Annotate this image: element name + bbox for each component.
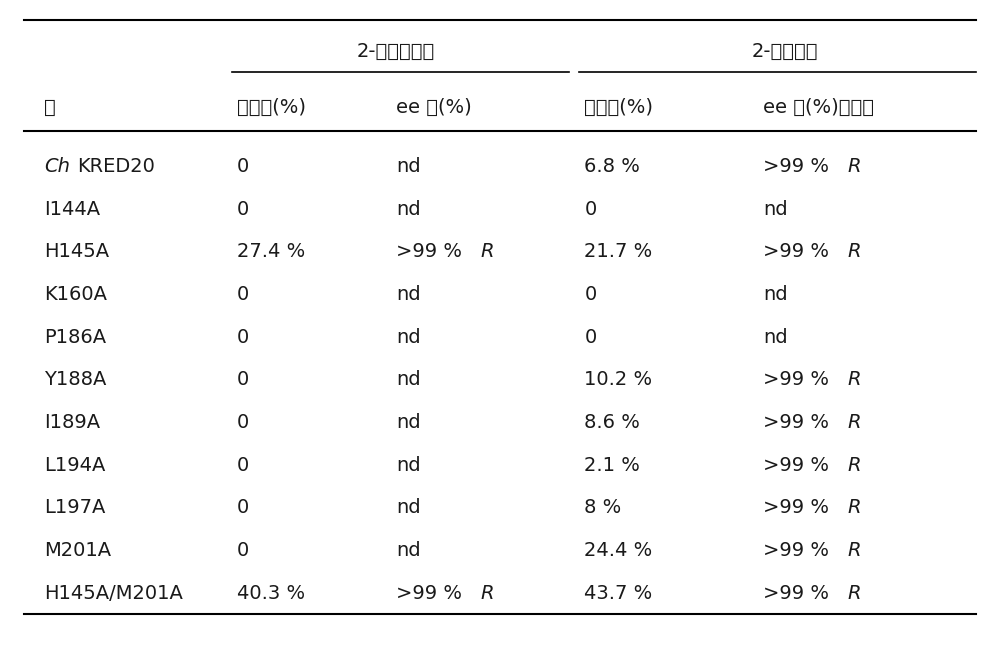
Text: 0: 0 bbox=[237, 541, 249, 560]
Text: 0: 0 bbox=[584, 285, 597, 304]
Text: >99 %: >99 % bbox=[763, 499, 829, 517]
Text: >99 %: >99 % bbox=[763, 243, 829, 261]
Text: L194A: L194A bbox=[44, 455, 105, 475]
Text: 8 %: 8 % bbox=[584, 499, 622, 517]
Text: 0: 0 bbox=[237, 499, 249, 517]
Text: 6.8 %: 6.8 % bbox=[584, 157, 640, 176]
Text: 21.7 %: 21.7 % bbox=[584, 243, 653, 261]
Text: R: R bbox=[847, 499, 861, 517]
Text: 0: 0 bbox=[237, 200, 249, 219]
Text: I189A: I189A bbox=[44, 413, 100, 432]
Text: 0: 0 bbox=[584, 200, 597, 219]
Text: 2-氟苯乙酮: 2-氟苯乙酮 bbox=[752, 43, 818, 61]
Text: 2-氯苯基乙酮: 2-氯苯基乙酮 bbox=[357, 43, 435, 61]
Text: 10.2 %: 10.2 % bbox=[584, 370, 652, 390]
Text: R: R bbox=[847, 541, 861, 560]
Text: I144A: I144A bbox=[44, 200, 100, 219]
Text: nd: nd bbox=[396, 157, 421, 176]
Text: H145A/M201A: H145A/M201A bbox=[44, 584, 183, 602]
Text: nd: nd bbox=[396, 413, 421, 432]
Text: 0: 0 bbox=[584, 328, 597, 346]
Text: nd: nd bbox=[396, 541, 421, 560]
Text: R: R bbox=[847, 455, 861, 475]
Text: 0: 0 bbox=[237, 370, 249, 390]
Text: 24.4 %: 24.4 % bbox=[584, 541, 653, 560]
Text: 2.1 %: 2.1 % bbox=[584, 455, 640, 475]
Text: >99 %: >99 % bbox=[763, 157, 829, 176]
Text: nd: nd bbox=[763, 328, 787, 346]
Text: >99 %: >99 % bbox=[763, 584, 829, 602]
Text: >99 %: >99 % bbox=[763, 541, 829, 560]
Text: ee 値(%)和构型: ee 値(%)和构型 bbox=[763, 98, 874, 117]
Text: K160A: K160A bbox=[44, 285, 107, 304]
Text: ee 値(%): ee 値(%) bbox=[396, 98, 472, 117]
Text: R: R bbox=[480, 584, 494, 602]
Text: >99 %: >99 % bbox=[396, 243, 462, 261]
Text: P186A: P186A bbox=[44, 328, 106, 346]
Text: >99 %: >99 % bbox=[763, 455, 829, 475]
Text: 0: 0 bbox=[237, 455, 249, 475]
Text: R: R bbox=[847, 584, 861, 602]
Text: nd: nd bbox=[763, 200, 787, 219]
Text: R: R bbox=[847, 157, 861, 176]
Text: nd: nd bbox=[396, 328, 421, 346]
Text: nd: nd bbox=[396, 285, 421, 304]
Text: nd: nd bbox=[763, 285, 787, 304]
Text: R: R bbox=[480, 243, 494, 261]
Text: 转化率(%): 转化率(%) bbox=[237, 98, 306, 117]
Text: >99 %: >99 % bbox=[763, 370, 829, 390]
Text: nd: nd bbox=[396, 499, 421, 517]
Text: nd: nd bbox=[396, 200, 421, 219]
Text: nd: nd bbox=[396, 370, 421, 390]
Text: 40.3 %: 40.3 % bbox=[237, 584, 305, 602]
Text: Y188A: Y188A bbox=[44, 370, 106, 390]
Text: 0: 0 bbox=[237, 328, 249, 346]
Text: Ch: Ch bbox=[44, 157, 70, 176]
Text: 0: 0 bbox=[237, 285, 249, 304]
Text: KRED20: KRED20 bbox=[77, 157, 155, 176]
Text: 魄: 魄 bbox=[44, 98, 56, 117]
Text: 8.6 %: 8.6 % bbox=[584, 413, 640, 432]
Text: R: R bbox=[847, 370, 861, 390]
Text: 0: 0 bbox=[237, 157, 249, 176]
Text: 0: 0 bbox=[237, 413, 249, 432]
Text: 27.4 %: 27.4 % bbox=[237, 243, 305, 261]
Text: M201A: M201A bbox=[44, 541, 111, 560]
Text: R: R bbox=[847, 243, 861, 261]
Text: nd: nd bbox=[396, 455, 421, 475]
Text: >99 %: >99 % bbox=[763, 413, 829, 432]
Text: 转化率(%): 转化率(%) bbox=[584, 98, 653, 117]
Text: 43.7 %: 43.7 % bbox=[584, 584, 653, 602]
Text: L197A: L197A bbox=[44, 499, 105, 517]
Text: H145A: H145A bbox=[44, 243, 109, 261]
Text: R: R bbox=[847, 413, 861, 432]
Text: >99 %: >99 % bbox=[396, 584, 462, 602]
